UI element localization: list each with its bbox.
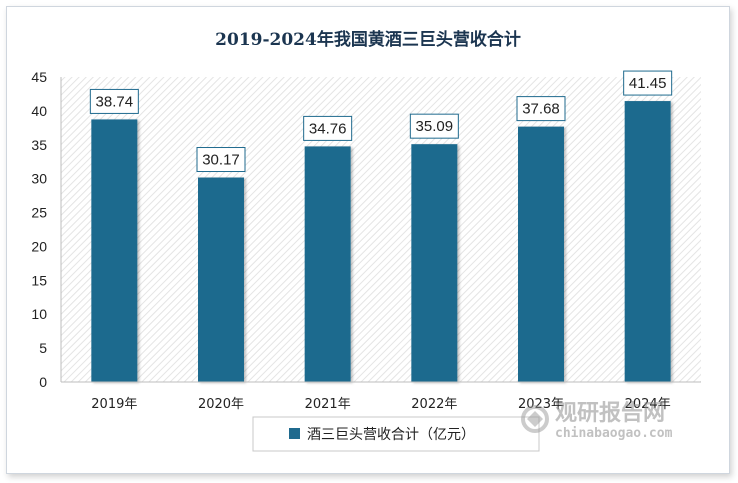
- x-tick-label: 2020年: [198, 397, 244, 412]
- y-tick-label: 5: [39, 340, 47, 356]
- bar: [411, 144, 458, 382]
- plot-area-background: [61, 77, 701, 382]
- y-tick-label: 20: [31, 238, 47, 254]
- watermark: 观研报告网 chinabaogao.com: [521, 401, 673, 441]
- bar: [304, 146, 351, 382]
- legend: 酒三巨头营收合计（亿元）: [252, 416, 540, 452]
- legend-box: [252, 416, 540, 452]
- y-tick-label: 45: [31, 69, 47, 85]
- data-label-box: [89, 88, 139, 114]
- y-tick-label: 35: [31, 137, 47, 153]
- y-axis: 0 5 10 15 20 25 30 35 40 45: [31, 69, 62, 390]
- legend-swatch: [289, 428, 300, 439]
- bar: [624, 101, 671, 383]
- x-tick-label: 2022年: [411, 397, 457, 412]
- y-tick-label: 0: [39, 374, 47, 390]
- x-tick-label: 2019年: [91, 397, 137, 412]
- data-label-box: [409, 113, 459, 139]
- legend-label: 酒三巨头营收合计（亿元）: [307, 427, 475, 443]
- data-label: 30.17: [202, 152, 240, 169]
- bars: 38.74 30.17 34.76 35.09 37.68 41.45: [89, 70, 673, 383]
- x-axis: 2019年 2020年 2021年 2022年 2023年 2024年: [61, 381, 701, 412]
- bar-chart: 2019-2024年我国黄酒三巨头营收合计 0 5 10 15 20 25 30 35 40 45…: [31, 29, 701, 452]
- data-label-box: [196, 147, 246, 173]
- data-label: 41.45: [629, 75, 667, 92]
- data-label: 37.68: [522, 101, 560, 118]
- chart-title: 2019-2024年我国黄酒三巨头营收合计: [215, 29, 521, 50]
- data-label: 38.74: [96, 93, 134, 110]
- y-tick-label: 15: [31, 272, 47, 288]
- data-label: 34.76: [309, 120, 347, 137]
- bar: [518, 126, 564, 382]
- data-label: 35.09: [416, 118, 454, 135]
- bar: [198, 177, 244, 382]
- x-tick-label: 2024年: [625, 397, 671, 412]
- data-label-box: [303, 115, 353, 141]
- y-tick-label: 30: [31, 171, 47, 187]
- y-tick-label: 25: [31, 205, 47, 221]
- data-label-box: [516, 96, 566, 122]
- x-tick-label: 2021年: [305, 397, 351, 412]
- watermark-logo-icon: [521, 405, 549, 433]
- watermark-url: chinabaogao.com: [555, 426, 673, 441]
- watermark-brand: 观研报告网: [555, 401, 665, 426]
- y-tick-label: 10: [31, 306, 47, 322]
- chart-frame: 2019-2024年我国黄酒三巨头营收合计 0 5 10 15 20 25 30 35 40 45…: [6, 6, 730, 474]
- y-tick-label: 40: [31, 103, 47, 119]
- bar: [91, 119, 138, 382]
- data-label-box: [623, 70, 673, 96]
